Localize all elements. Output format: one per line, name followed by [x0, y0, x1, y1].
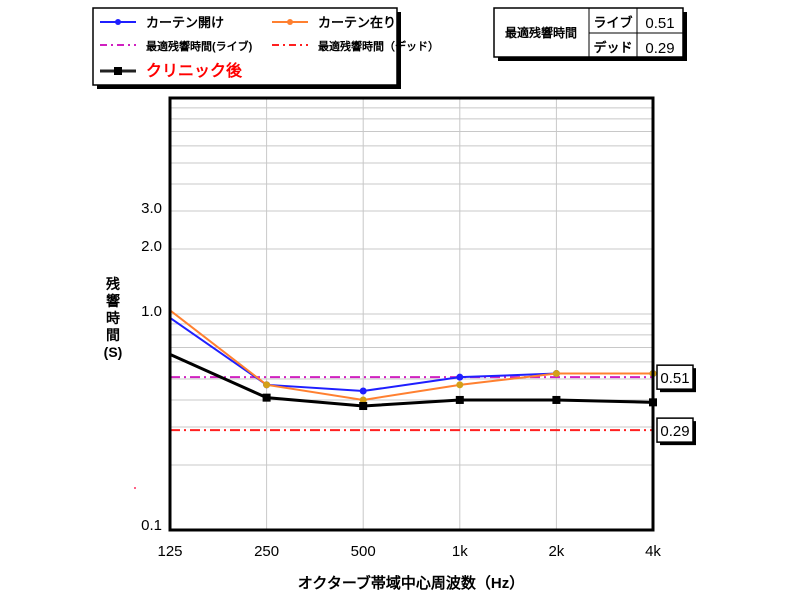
reference-label: 0.29	[660, 423, 689, 440]
y-tick-label: 0.1	[141, 517, 162, 534]
legend-label: カーテン在り	[318, 15, 396, 30]
legend-marker	[115, 19, 121, 25]
table-row-label: デッド	[593, 40, 632, 55]
data-point	[552, 370, 560, 378]
data-point	[455, 395, 464, 404]
data-point	[262, 393, 271, 402]
series-line	[169, 317, 653, 393]
optimum-table: 最適残響時間 ライブ 0.51 デッド 0.29	[493, 7, 687, 61]
x-tick-label: 4k	[645, 543, 661, 560]
y-tick-label: 3.0	[141, 200, 162, 217]
legend-label: カーテン開け	[146, 15, 224, 30]
table-title: 最適残響時間	[505, 25, 577, 40]
data-point	[359, 396, 367, 404]
y-tick-label: 2.0	[141, 238, 162, 255]
table-row-label: ライブ	[593, 15, 632, 30]
data-point	[456, 373, 464, 381]
x-axis-label: オクターブ帯域中心周波数（Hz）	[298, 574, 525, 592]
reference-label: 0.51	[660, 370, 689, 387]
legend-label: 最適残響時間（デッド）	[318, 39, 439, 53]
x-tick-labels: 125 250 500 1k 2k 4k	[157, 543, 661, 560]
y-axis-label-part: 残	[106, 276, 120, 292]
legend-marker	[287, 19, 293, 25]
y-axis-label-part: 時	[106, 310, 120, 326]
y-tick-labels: 0.1 1.0 2.0 3.0	[141, 200, 162, 534]
x-tick-label: 2k	[548, 543, 564, 560]
data-point	[359, 402, 368, 411]
legend-box	[92, 7, 398, 86]
y-axis-label: 残響時間(S)	[104, 276, 123, 360]
data-point	[456, 381, 464, 389]
table-row-value: 0.29	[645, 40, 674, 57]
series-line	[169, 353, 654, 408]
reference-lines	[170, 376, 653, 432]
legend-marker	[114, 67, 122, 75]
legend-label: 最適残響時間(ライブ)	[146, 39, 253, 53]
legend-label: クリニック後	[146, 61, 243, 80]
data-point	[552, 395, 561, 404]
series-line	[169, 309, 653, 401]
plot-frame	[168, 96, 655, 532]
y-axis-label-part: 響	[106, 293, 120, 309]
y-axis-label-part: (S)	[104, 344, 123, 360]
stray-dot	[134, 487, 136, 489]
grid	[170, 98, 653, 530]
reference-value-labels: 0.51 0.29	[656, 364, 696, 446]
reference-label-box	[656, 417, 694, 443]
data-point	[359, 387, 367, 395]
series-layer	[169, 309, 657, 411]
table-row-value: 0.51	[645, 15, 674, 32]
x-tick-label: 250	[254, 543, 279, 560]
data-point	[263, 381, 271, 389]
reference-label-box	[656, 364, 694, 390]
y-tick-label: 1.0	[141, 303, 162, 320]
x-tick-label: 500	[351, 543, 376, 560]
y-axis-label-part: 間	[106, 327, 120, 343]
x-tick-label: 125	[157, 543, 182, 560]
x-tick-label: 1k	[452, 543, 468, 560]
